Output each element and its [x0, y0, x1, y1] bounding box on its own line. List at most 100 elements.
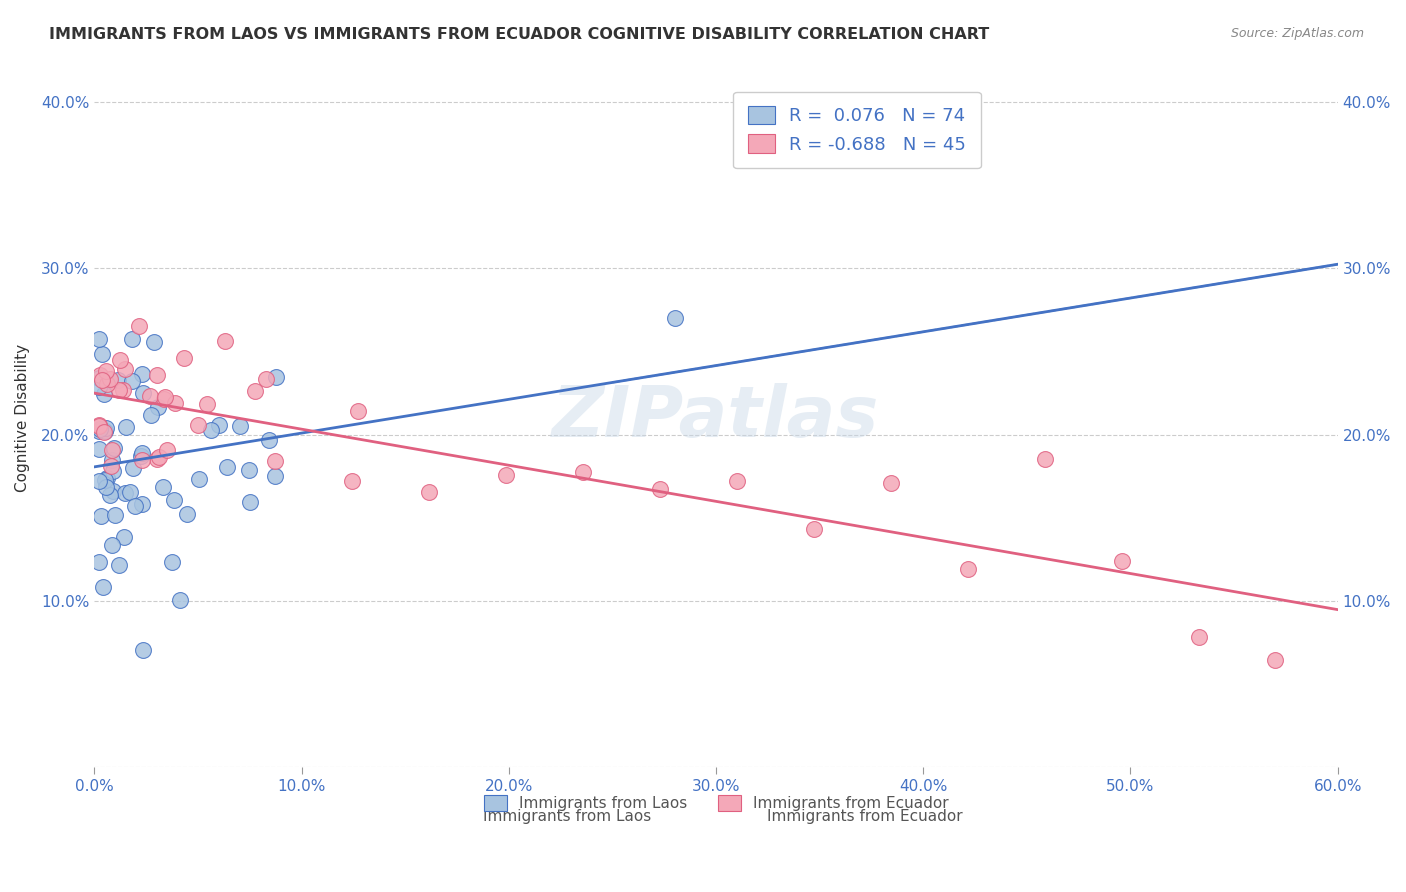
Point	[87, 380, 110, 394]
Point	[152, 392, 174, 406]
Text: Immigrants from Ecuador: Immigrants from Ecuador	[768, 809, 963, 824]
Point	[131, 368, 153, 382]
Legend: Immigrants from Laos, Immigrants from Ecuador: Immigrants from Laos, Immigrants from Ec…	[477, 788, 956, 819]
Point	[148, 400, 170, 414]
Point	[89, 555, 111, 569]
Point	[103, 483, 125, 498]
Point	[148, 450, 170, 465]
Point	[418, 484, 440, 499]
Point	[131, 497, 153, 511]
Point	[239, 495, 262, 509]
Point	[1264, 653, 1286, 667]
Point	[725, 474, 748, 488]
Point	[215, 459, 238, 474]
Point	[139, 389, 162, 403]
Point	[87, 419, 110, 434]
Point	[122, 460, 145, 475]
Point	[91, 373, 114, 387]
Point	[495, 468, 517, 483]
Text: Immigrants from Laos: Immigrants from Laos	[482, 809, 651, 824]
Point	[139, 408, 162, 422]
Text: ZIPatlas: ZIPatlas	[553, 384, 880, 452]
Point	[156, 442, 179, 457]
Point	[264, 370, 287, 384]
Point	[107, 383, 129, 397]
Point	[112, 530, 135, 544]
Point	[229, 419, 252, 434]
Point	[173, 351, 195, 365]
Point	[124, 500, 146, 514]
Point	[107, 372, 129, 386]
Point	[115, 420, 138, 434]
Point	[94, 480, 117, 494]
Point	[91, 581, 114, 595]
Point	[176, 507, 198, 521]
Point	[89, 368, 111, 383]
Point	[107, 558, 129, 573]
Point	[90, 509, 112, 524]
Point	[245, 384, 267, 399]
Point	[648, 483, 671, 497]
Point	[121, 375, 143, 389]
Point	[94, 421, 117, 435]
Point	[87, 417, 110, 432]
Point	[96, 376, 118, 391]
Point	[101, 537, 124, 551]
Point	[153, 390, 176, 404]
Point	[114, 361, 136, 376]
Point	[1033, 452, 1056, 467]
Point	[96, 471, 118, 485]
Point	[98, 488, 121, 502]
Point	[87, 371, 110, 385]
Point	[103, 464, 125, 478]
Point	[264, 469, 287, 483]
Point	[572, 466, 595, 480]
Point	[187, 418, 209, 433]
Point	[93, 425, 115, 439]
Point	[257, 433, 280, 447]
Point	[103, 441, 125, 455]
Point	[163, 493, 186, 508]
Point	[1111, 553, 1133, 567]
Point	[347, 404, 370, 418]
Point	[956, 562, 979, 576]
Point	[87, 442, 110, 457]
Point	[195, 397, 218, 411]
Point	[91, 347, 114, 361]
Point	[131, 452, 153, 467]
Point	[664, 311, 686, 326]
Point	[89, 422, 111, 436]
Point	[143, 335, 166, 350]
Point	[1187, 630, 1209, 644]
Point	[94, 424, 117, 438]
Point	[128, 319, 150, 334]
Point	[146, 451, 169, 466]
Point	[214, 334, 236, 348]
Point	[114, 486, 136, 500]
Point	[91, 423, 114, 437]
Point	[131, 446, 153, 460]
Point	[208, 417, 231, 432]
Point	[187, 472, 209, 486]
Point	[132, 642, 155, 657]
Point	[254, 372, 277, 386]
Point	[200, 424, 222, 438]
Point	[145, 368, 167, 382]
Point	[111, 383, 134, 397]
Point	[87, 332, 110, 346]
Point	[96, 364, 118, 378]
Point	[129, 449, 152, 463]
Y-axis label: Cognitive Disability: Cognitive Disability	[15, 343, 30, 492]
Point	[238, 463, 260, 477]
Point	[132, 385, 155, 400]
Point	[264, 453, 287, 467]
Point	[87, 475, 110, 489]
Point	[340, 474, 363, 488]
Point	[100, 458, 122, 473]
Point	[93, 387, 115, 401]
Point	[879, 476, 901, 491]
Point	[100, 372, 122, 386]
Point	[152, 480, 174, 494]
Point	[118, 484, 141, 499]
Point	[160, 555, 183, 569]
